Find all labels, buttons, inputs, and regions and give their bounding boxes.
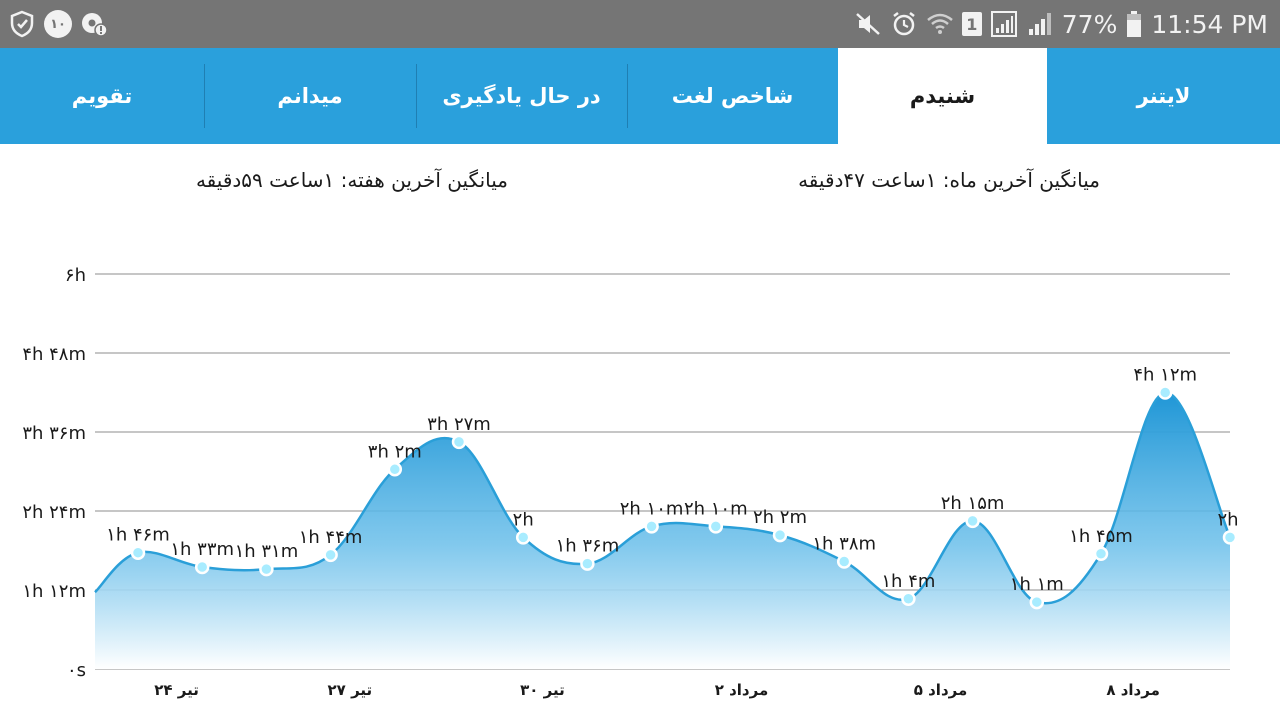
- y-tick-label: ۴h ۴۸m: [22, 344, 86, 365]
- tab-heard[interactable]: شنیدم: [838, 48, 1047, 144]
- area-fill: [95, 392, 1230, 669]
- data-label: ۲h ۱۰m: [620, 498, 684, 519]
- data-label: ۱h ۴۶m: [106, 525, 170, 546]
- tab-label: میدانم: [277, 84, 343, 108]
- data-point[interactable]: [515, 530, 531, 545]
- shield-icon: [8, 10, 36, 38]
- tab-leitner[interactable]: لایتنر: [1047, 48, 1280, 144]
- data-label: ۱h ۴۴m: [299, 527, 363, 548]
- status-bar-right: 1 77% 11:54 PM: [854, 8, 1268, 40]
- data-label: ۳h ۲۷m: [427, 414, 491, 435]
- x-tick-label: ۲ مرداد: [715, 681, 769, 699]
- averages-row: میانگین آخرین ماه: ۱ساعت ۴۷دقیقه میانگین…: [0, 160, 1280, 204]
- area-series: [94, 391, 1232, 669]
- data-point[interactable]: [451, 434, 467, 450]
- wifi-icon: [926, 10, 954, 38]
- data-point[interactable]: [387, 462, 403, 477]
- data-point[interactable]: [708, 519, 724, 534]
- data-label: ۱h ۳۶m: [556, 536, 620, 557]
- data-point[interactable]: [194, 559, 210, 575]
- data-points: [130, 385, 1238, 610]
- sim-icon: 1: [961, 12, 982, 36]
- data-label: ۲h ۲m: [753, 507, 807, 528]
- data-label: ۲h: [1217, 509, 1238, 530]
- data-point[interactable]: [1222, 530, 1238, 545]
- battery-percent: 77%: [1061, 9, 1118, 39]
- data-point[interactable]: [772, 527, 788, 543]
- x-axis-labels: ۲۴ تیر ۲۷ تیر ۳۰ تیر ۲ مرداد ۵ مرداد ۸ مرداد: [154, 681, 1160, 699]
- data-label: ۲h ۱۰m: [684, 498, 748, 519]
- tab-known[interactable]: میدانم: [204, 48, 416, 144]
- data-label: ۱h ۴m: [881, 571, 935, 592]
- tab-label: شاخص لغت: [671, 84, 794, 108]
- y-tick-label: ۰s: [67, 660, 86, 681]
- data-label: ۳h ۲m: [368, 441, 422, 462]
- clock: 11:54 PM: [1151, 9, 1268, 39]
- data-label: ۲h ۱۵m: [941, 493, 1005, 514]
- y-tick-label: ۶h: [65, 265, 86, 286]
- tab-label: لایتنر: [1136, 84, 1191, 108]
- data-point[interactable]: [259, 561, 274, 577]
- data-point[interactable]: [1157, 385, 1173, 400]
- alarm-icon: [890, 10, 918, 38]
- y-tick-label: ۱h ۱۲m: [22, 581, 86, 602]
- settings-alert-icon: [80, 10, 108, 38]
- tab-divider: [204, 64, 205, 128]
- tab-calendar[interactable]: تقویم: [0, 48, 204, 144]
- x-tick-label: ۵ مرداد: [914, 681, 968, 699]
- data-point[interactable]: [1029, 594, 1045, 610]
- tab-divider: [627, 64, 628, 128]
- data-point[interactable]: [901, 591, 916, 607]
- tab-label: در حال یادگیری: [442, 84, 601, 108]
- y-tick-label: ۳h ۳۶m: [22, 423, 86, 444]
- data-point[interactable]: [644, 519, 659, 534]
- data-point[interactable]: [580, 556, 595, 571]
- data-label: ۴h ۱۲m: [1133, 365, 1197, 386]
- x-tick-label: ۳۰ تیر: [520, 681, 565, 699]
- data-point[interactable]: [323, 547, 338, 563]
- x-tick-label: ۸ مرداد: [1106, 681, 1160, 699]
- tab-learning[interactable]: در حال یادگیری: [416, 48, 627, 144]
- x-tick-label: ۲۴ تیر: [154, 681, 199, 699]
- week-average: میانگین آخرین هفته: ۱ساعت ۵۹دقیقه: [195, 168, 508, 192]
- tab-bar: لایتنر شنیدم شاخص لغت در حال یادگیری مید…: [0, 48, 1280, 144]
- data-point[interactable]: [1093, 546, 1109, 562]
- tab-word-index[interactable]: شاخص لغت: [627, 48, 838, 144]
- status-bar-left: ۱۰: [8, 8, 108, 40]
- data-label: ۱h ۳۳m: [170, 539, 234, 560]
- tab-label: تقویم: [71, 84, 133, 108]
- battery-icon: [1125, 10, 1143, 38]
- data-label: ۱h ۳۱m: [235, 541, 299, 562]
- signal-box-icon: [990, 10, 1018, 38]
- x-tick-label: ۲۷ تیر: [328, 681, 373, 699]
- status-bar: ۱۰ 1 77% 11:54 PM: [0, 0, 1280, 48]
- notification-count-icon: ۱۰: [44, 10, 72, 38]
- data-label: ۱h ۱m: [1010, 574, 1064, 595]
- tab-divider: [416, 64, 417, 128]
- data-point[interactable]: [836, 554, 852, 569]
- data-label: ۱h ۴۵m: [1069, 526, 1133, 547]
- data-label: ۱h ۳۸m: [812, 533, 876, 554]
- tab-label: شنیدم: [909, 84, 976, 108]
- data-point[interactable]: [130, 545, 146, 560]
- grid-lines: [95, 273, 1230, 670]
- mute-icon: [854, 10, 882, 38]
- y-tick-label: ۲h ۲۴m: [22, 502, 86, 523]
- data-label: ۲h: [513, 509, 534, 530]
- series-line: [94, 391, 1232, 605]
- signal-icon: [1026, 10, 1054, 38]
- y-axis-labels: ۶h ۴h ۴۸m ۳h ۳۶m ۲h ۲۴m ۱h ۱۲m ۰s: [22, 265, 86, 681]
- data-point[interactable]: [965, 513, 980, 529]
- month-average: میانگین آخرین ماه: ۱ساعت ۴۷دقیقه: [798, 168, 1100, 192]
